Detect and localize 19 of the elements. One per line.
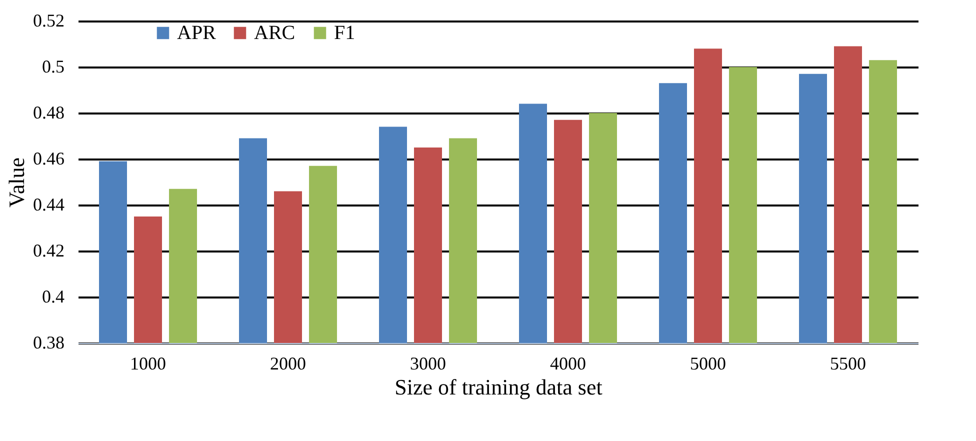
- x-axis-title: Size of training data set: [394, 374, 602, 400]
- legend-label: APR: [177, 22, 217, 44]
- y-tick-label: 0.5: [42, 56, 64, 76]
- x-tick-label: 5500: [830, 354, 866, 374]
- x-tick-label: 5000: [690, 354, 726, 374]
- x-tick-label: 3000: [410, 354, 446, 374]
- y-tick-label: 0.46: [33, 148, 64, 168]
- y-tick-label: 0.44: [33, 194, 64, 214]
- legend-label: F1: [334, 22, 356, 44]
- x-tick-label: 1000: [130, 354, 166, 374]
- x-tick-label: 2000: [270, 354, 306, 374]
- y-axis-title: Value: [4, 157, 29, 208]
- y-tick-label: 0.38: [33, 332, 64, 352]
- y-tick-label: 0.48: [33, 102, 64, 122]
- y-tick-label: 0.42: [33, 240, 64, 260]
- y-tick-label: 0.52: [33, 10, 64, 30]
- y-tick-label: 0.4: [42, 286, 64, 306]
- legend-label: ARC: [254, 22, 296, 44]
- x-tick-label: 4000: [550, 354, 586, 374]
